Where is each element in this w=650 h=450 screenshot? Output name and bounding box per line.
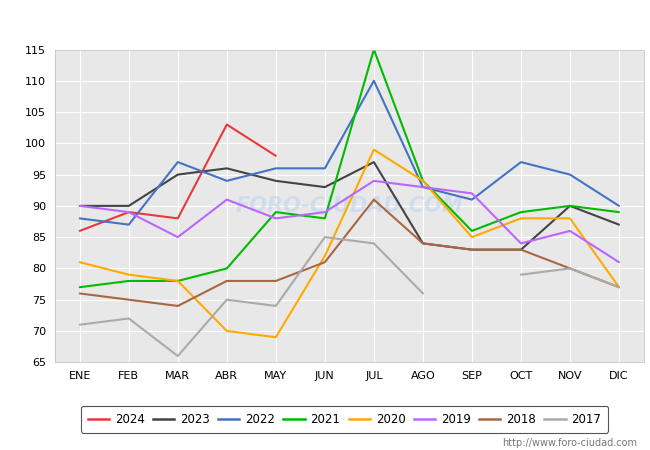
2023 [321, 184, 329, 190]
2018 [223, 278, 231, 284]
2023 [517, 247, 525, 252]
Text: http://www.foro-ciudad.com: http://www.foro-ciudad.com [502, 438, 637, 448]
2021 [321, 216, 329, 221]
2021 [419, 178, 427, 184]
2019 [174, 234, 182, 240]
2019 [125, 209, 133, 215]
2021 [615, 209, 623, 215]
2019 [223, 197, 231, 202]
2017 [321, 234, 329, 240]
2023 [468, 247, 476, 252]
2019 [468, 191, 476, 196]
2021 [272, 209, 280, 215]
2018 [272, 278, 280, 284]
Line: 2022: 2022 [80, 81, 619, 225]
2020 [76, 260, 84, 265]
2023 [370, 159, 378, 165]
2019 [517, 241, 525, 246]
2021 [566, 203, 574, 209]
2022 [419, 184, 427, 190]
2023 [125, 203, 133, 209]
2018 [174, 303, 182, 309]
2020 [223, 328, 231, 334]
2019 [370, 178, 378, 184]
2018 [566, 266, 574, 271]
2020 [272, 334, 280, 340]
2021 [517, 209, 525, 215]
Line: 2017: 2017 [80, 237, 423, 356]
2020 [370, 147, 378, 152]
Line: 2020: 2020 [80, 149, 619, 337]
2019 [321, 209, 329, 215]
2021 [174, 278, 182, 284]
2022 [125, 222, 133, 227]
2022 [468, 197, 476, 202]
2019 [76, 203, 84, 209]
2017 [272, 303, 280, 309]
2022 [272, 166, 280, 171]
2021 [76, 284, 84, 290]
2022 [517, 159, 525, 165]
2020 [615, 284, 623, 290]
2018 [517, 247, 525, 252]
2023 [223, 166, 231, 171]
2021 [468, 228, 476, 234]
2018 [321, 260, 329, 265]
2019 [615, 260, 623, 265]
2020 [517, 216, 525, 221]
2024 [223, 122, 231, 127]
2017 [370, 241, 378, 246]
2022 [566, 172, 574, 177]
2018 [370, 197, 378, 202]
2024 [272, 153, 280, 158]
Text: Afiliados en Casillas a 31/5/2024: Afiliados en Casillas a 31/5/2024 [161, 12, 489, 31]
2019 [419, 184, 427, 190]
2021 [125, 278, 133, 284]
Line: 2023: 2023 [80, 162, 619, 250]
2023 [615, 222, 623, 227]
2018 [419, 241, 427, 246]
2022 [370, 78, 378, 84]
2018 [76, 291, 84, 296]
2020 [321, 253, 329, 259]
2020 [419, 178, 427, 184]
2022 [223, 178, 231, 184]
2022 [615, 203, 623, 209]
2020 [468, 234, 476, 240]
2017 [76, 322, 84, 328]
2021 [370, 47, 378, 52]
Line: 2024: 2024 [80, 125, 276, 231]
2023 [174, 172, 182, 177]
2020 [174, 278, 182, 284]
2020 [125, 272, 133, 277]
2022 [174, 159, 182, 165]
2017 [174, 353, 182, 359]
2019 [272, 216, 280, 221]
Legend: 2024, 2023, 2022, 2021, 2020, 2019, 2018, 2017: 2024, 2023, 2022, 2021, 2020, 2019, 2018… [81, 406, 608, 433]
2021 [223, 266, 231, 271]
Line: 2019: 2019 [80, 181, 619, 262]
2017 [223, 297, 231, 302]
2017 [125, 316, 133, 321]
2020 [566, 216, 574, 221]
2018 [615, 284, 623, 290]
2017 [419, 291, 427, 296]
2023 [76, 203, 84, 209]
2018 [125, 297, 133, 302]
2024 [174, 216, 182, 221]
2018 [468, 247, 476, 252]
Line: 2018: 2018 [80, 200, 619, 306]
2023 [272, 178, 280, 184]
2023 [566, 203, 574, 209]
2024 [76, 228, 84, 234]
Line: 2021: 2021 [80, 50, 619, 287]
2022 [321, 166, 329, 171]
Text: FORO-CIUDAD.COM: FORO-CIUDAD.COM [235, 196, 463, 216]
2019 [566, 228, 574, 234]
2022 [76, 216, 84, 221]
2023 [419, 241, 427, 246]
2024 [125, 209, 133, 215]
